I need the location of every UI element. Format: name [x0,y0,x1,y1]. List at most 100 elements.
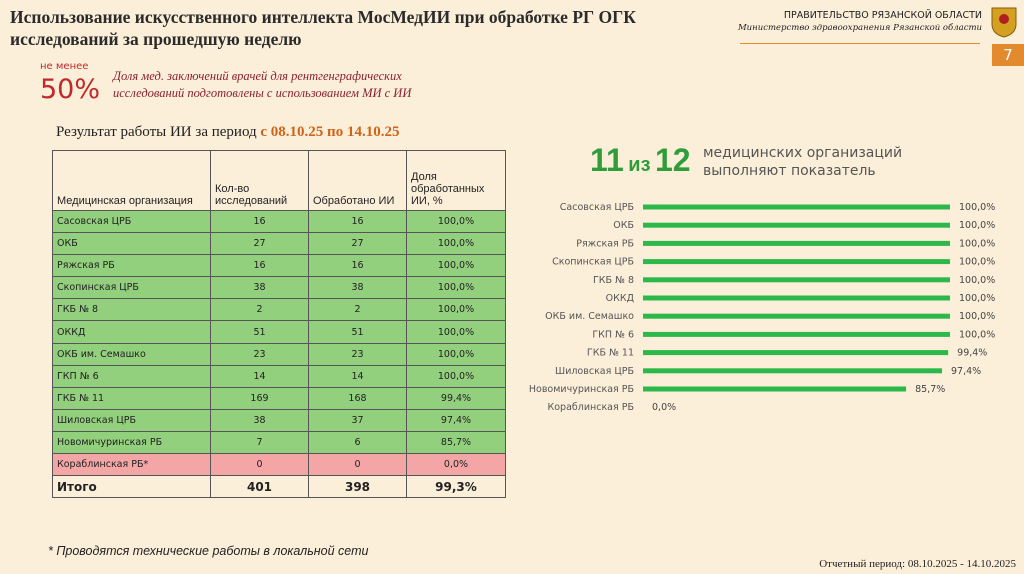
category-label: ОКБ [613,220,634,231]
bar [643,350,949,356]
table-row: Скопинская ЦРБ 38 38 100,0% [52,276,506,300]
value-label: 100,0% [959,329,995,340]
table-title-text: Результат работы ИИ за период [56,124,261,140]
table-cell: 0 [308,453,407,477]
table-cell: 0 [210,453,309,477]
category-label: ГКБ № 11 [587,348,634,359]
table-row: Медицинская организация Кол-во исследован… [52,150,506,211]
table-row: ОКБ им. Семашко 23 23 100,0% [52,342,506,366]
category-label: Ряжская РБ [576,238,634,249]
bar [643,259,950,265]
table-cell: 401 [210,475,309,499]
bar [643,204,950,210]
category-label: Шиловская ЦРБ [555,366,634,377]
table-row: Ряжская РБ 16 16 100,0% [52,254,506,278]
value-label: 100,0% [959,220,995,231]
category-label: ГКБ № 8 [593,275,634,286]
table-cell: Медицинская организация [52,150,211,211]
summary: 11 из 12 [590,142,691,179]
table-cell: 99,3% [406,475,506,499]
bar [643,386,907,392]
table-cell: 168 [308,386,407,410]
table-cell: 99,4% [406,386,506,410]
table-row: ГКБ № 11 169 168 99,4% [52,386,506,410]
table-cell: Кораблинская РБ* [52,453,211,477]
summary-line2: выполняют показатель [703,163,876,179]
table-row: Кораблинская РБ* 0 0 0,0% [52,453,506,477]
table-cell: Кол-во исследований [210,150,309,211]
table-cell: Скопинская ЦРБ [52,276,211,300]
table-row: ГКБ № 8 2 2 100,0% [52,298,506,322]
footnote: * Проводятся технические работы в локаль… [48,544,369,558]
table-cell: 100,0% [406,232,506,256]
table-cell: ОКБ [52,232,211,256]
category-label: Сасовская ЦРБ [560,202,634,213]
table-cell: 100,0% [406,209,506,234]
table-cell: 16 [210,209,309,234]
value-label: 99,4% [957,348,987,359]
table-cell: 14 [308,364,407,388]
table-title: Результат работы ИИ за период с 08.10.25… [56,124,399,141]
table-row: Итого 401 398 99,3% [52,475,506,499]
table-cell: Ряжская РБ [52,254,211,278]
ministry: Министерство здравоохранения Рязанской о… [737,23,982,33]
table-cell: 398 [308,475,407,499]
value-label: 100,0% [959,311,995,322]
summary-of: 12 [654,142,691,178]
report-period: Отчетный период: 08.10.2025 - 14.10.2025 [819,558,1016,570]
category-label: Кораблинская РБ [548,402,635,413]
value-label: 97,4% [951,366,981,377]
bar [643,240,950,246]
value-label: 100,0% [959,257,995,268]
table-cell: 16 [308,209,407,234]
header-line [740,43,980,44]
value-label: 100,0% [959,238,995,249]
table-cell: 100,0% [406,364,506,388]
table-cell: Шиловская ЦРБ [52,408,211,432]
org: ПРАВИТЕЛЬСТВО РЯЗАНСКОЙ ОБЛАСТИ [783,10,982,21]
bar [643,368,943,374]
value-label: 100,0% [959,202,995,213]
table-cell: Доля обработанных ИИ, % [406,150,506,211]
table-cell: ГКБ № 8 [52,298,211,322]
stat-prefix: не менее [40,61,89,72]
emblem [991,7,1017,38]
table-cell: 100,0% [406,342,506,366]
table-cell: 97,4% [406,408,506,432]
table-cell: ОКБ им. Семашко [52,342,211,366]
table-cell: 27 [210,232,309,256]
table-cell: 14 [210,364,309,388]
page-number: 7 [992,44,1024,66]
table-row: Сасовская ЦРБ 16 16 100,0% [52,209,506,234]
category-label: ГКП № 6 [592,329,634,340]
table-cell: 169 [210,386,309,410]
results-table: Медицинская организация Кол-во исследован… [52,150,506,499]
table-period: с 08.10.25 по 14.10.25 [260,124,400,140]
table-cell: 85,7% [406,430,506,455]
table-cell: Новомичуринская РБ [52,430,211,455]
title: Использование искусственного интеллекта … [10,7,636,49]
table-cell: 38 [308,276,407,300]
table-cell: 38 [210,408,309,432]
table-row: ОКБ 27 27 100,0% [52,232,506,256]
table-cell: 37 [308,408,407,432]
bar [643,277,950,283]
table-cell: 16 [308,254,407,278]
table-cell: 100,0% [406,298,506,322]
stat-value: 50% [40,74,101,105]
table-row: Новомичуринская РБ 7 6 85,7% [52,430,506,455]
category-label: Новомичуринская РБ [529,384,634,395]
bar [643,295,950,301]
table-cell: 51 [210,320,309,344]
value-label: 100,0% [959,293,995,304]
table-cell: 2 [210,298,309,322]
table-cell: Обработано ИИ [308,150,407,211]
stat-text: Доля мед. заключений врачей для рентгенг… [113,69,412,100]
category-label: Скопинская ЦРБ [552,257,634,268]
table-cell: 100,0% [406,254,506,278]
table-cell: 100,0% [406,276,506,300]
table-cell: 100,0% [406,320,506,344]
table-cell: 27 [308,232,407,256]
summary-sep: из [628,154,651,176]
